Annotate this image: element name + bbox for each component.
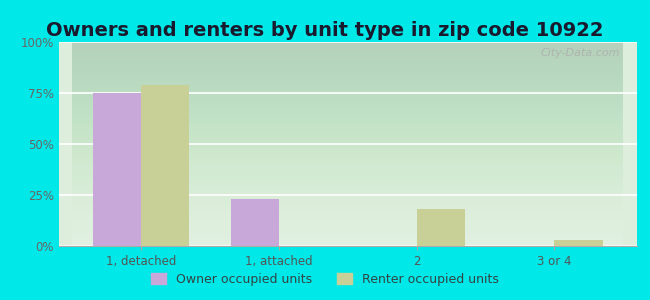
Text: City-Data.com: City-Data.com [540, 48, 619, 58]
Bar [554, 240, 603, 246]
Bar [141, 85, 189, 246]
Bar [417, 209, 465, 246]
Bar [93, 93, 141, 246]
Bar [231, 199, 279, 246]
Legend: Owner occupied units, Renter occupied units: Owner occupied units, Renter occupied un… [146, 268, 504, 291]
Text: Owners and renters by unit type in zip code 10922: Owners and renters by unit type in zip c… [46, 21, 604, 40]
